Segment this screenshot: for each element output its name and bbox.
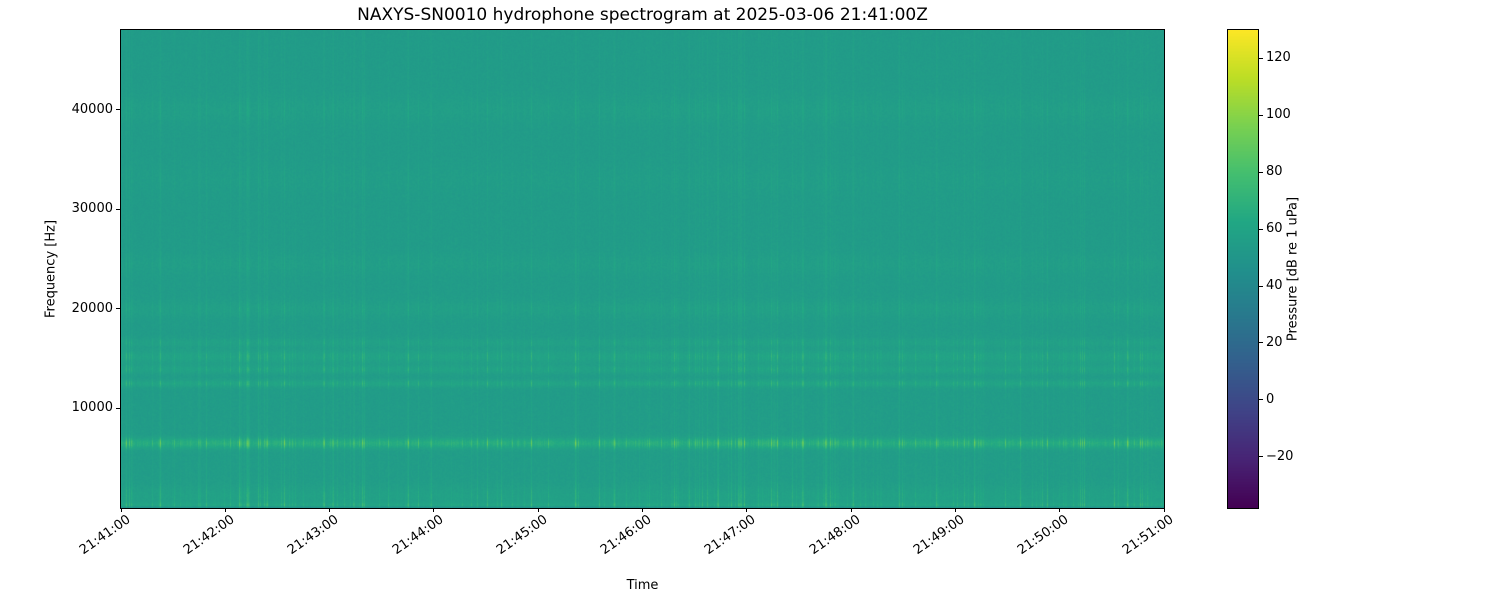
x-tick-mark [433, 508, 435, 512]
x-tick-mark [642, 508, 643, 512]
chart-title: NAXYS-SN0010 hydrophone spectrogram at 2… [357, 5, 928, 25]
colorbar-tick-label: 0 [1266, 391, 1275, 407]
y-tick-mark [116, 109, 120, 111]
y-tick-label: 10000 [71, 400, 113, 416]
x-axis-label: Time [626, 578, 659, 593]
colorbar-canvas [1228, 30, 1258, 508]
x-tick-label: 21:48:00 [806, 512, 864, 558]
colorbar-tick-mark [1259, 57, 1263, 59]
spectrogram-canvas [121, 30, 1164, 508]
colorbar-tick-label: 40 [1266, 277, 1283, 293]
colorbar-tick-label: 80 [1266, 164, 1283, 180]
colorbar-tick-label: −20 [1266, 448, 1294, 464]
colorbar-tick-label: 20 [1266, 334, 1283, 350]
x-tick-mark [850, 508, 852, 512]
colorbar-tick-mark [1259, 399, 1263, 401]
colorbar-tick-mark [1259, 228, 1263, 230]
colorbar-tick-label: 100 [1266, 107, 1291, 123]
colorbar-tick-mark [1259, 456, 1263, 458]
x-tick-label: 21:44:00 [389, 512, 446, 558]
colorbar-tick-mark [1259, 285, 1263, 287]
x-tick-label: 21:45:00 [493, 512, 551, 558]
y-tick-label: 20000 [71, 300, 113, 316]
x-tick-label: 21:41:00 [76, 512, 134, 558]
y-tick-label: 30000 [71, 201, 113, 217]
x-tick-label: 21:47:00 [702, 512, 759, 558]
y-tick-label: 40000 [71, 101, 113, 117]
x-tick-label: 21:42:00 [180, 512, 238, 558]
x-tick-mark [329, 508, 331, 512]
x-tick-mark [120, 508, 122, 512]
x-tick-mark [224, 508, 226, 512]
x-tick-label: 21:50:00 [1015, 512, 1072, 558]
x-tick-label: 21:49:00 [911, 512, 968, 558]
x-tick-label: 21:46:00 [598, 512, 655, 558]
colorbar-tick-label: 60 [1266, 221, 1283, 237]
colorbar-tick-mark [1259, 171, 1263, 173]
y-tick-mark [116, 308, 120, 310]
x-tick-label: 21:51:00 [1119, 512, 1177, 558]
y-tick-mark [116, 208, 120, 210]
colorbar-tick-label: 120 [1266, 50, 1291, 66]
colorbar-label: Pressure [dB re 1 uPa] [1285, 196, 1301, 342]
x-tick-label: 21:43:00 [285, 512, 342, 558]
x-tick-mark [746, 508, 748, 512]
y-tick-mark [116, 407, 120, 409]
colorbar-tick-mark [1259, 114, 1263, 116]
x-tick-mark [1059, 508, 1061, 512]
x-tick-mark [1163, 508, 1165, 512]
x-tick-mark [954, 508, 956, 512]
colorbar-tick-mark [1259, 342, 1263, 344]
plot-area [120, 29, 1165, 509]
y-axis-label: Frequency [Hz] [43, 219, 59, 319]
x-tick-mark [537, 508, 539, 512]
colorbar [1227, 29, 1259, 509]
